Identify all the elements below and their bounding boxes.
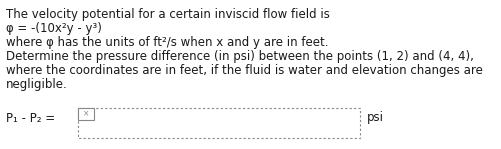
Text: where the coordinates are in feet, if the fluid is water and elevation changes a: where the coordinates are in feet, if th… [6,64,482,77]
Text: φ = -(10x²y - y³): φ = -(10x²y - y³) [6,22,102,35]
Text: where φ has the units of ft²/s when x and y are in feet.: where φ has the units of ft²/s when x an… [6,36,328,49]
Text: ×: × [83,110,89,118]
Text: negligible.: negligible. [6,78,68,91]
Text: psi: psi [366,111,383,125]
Text: P₁ - P₂ =: P₁ - P₂ = [6,111,55,125]
Bar [78,108,359,138]
Bar [78,108,94,120]
Text: The velocity potential for a certain inviscid flow field is: The velocity potential for a certain inv… [6,8,329,21]
Text: Determine the pressure difference (in psi) between the points (1, 2) and (4, 4),: Determine the pressure difference (in ps… [6,50,473,63]
